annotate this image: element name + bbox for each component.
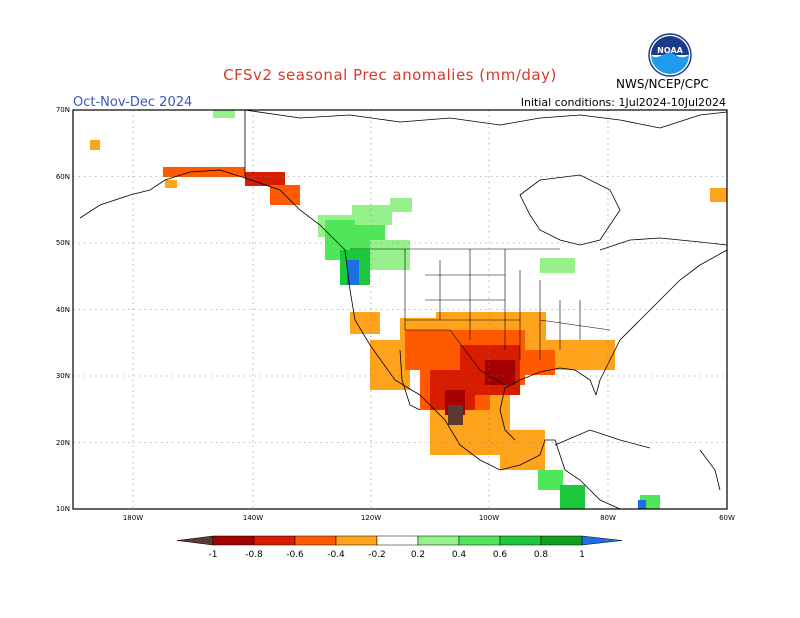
colorbar-tick-label: -1 — [209, 550, 218, 560]
colorbar-tick-label: 0.8 — [534, 550, 549, 560]
colorbar-tick-label: 0.2 — [411, 550, 425, 560]
coastlines — [79, 110, 727, 509]
lon-label-140w: 140W — [243, 514, 263, 522]
lon-label-80w: 80W — [600, 514, 616, 522]
season-label: Oct-Nov-Dec 2024 — [73, 95, 193, 110]
colorbar-tick-label: -0.4 — [327, 550, 345, 560]
map-title: CFSv2 seasonal Prec anomalies (mm/day) — [223, 66, 557, 84]
colorbar-tick-label: 0.6 — [493, 550, 508, 560]
lat-label-10n: 10N — [56, 505, 70, 513]
lon-label-60w: 60W — [719, 514, 735, 522]
colorbar-swatch — [499, 535, 542, 546]
colorbar-tick-label: -0.6 — [286, 550, 304, 560]
colorbar-swatch — [335, 535, 378, 546]
map-frame — [72, 109, 728, 510]
colorbar-swatch — [253, 535, 296, 546]
colorbar-swatch — [458, 535, 501, 546]
colorbar-legend: -1 -0.8 -0.6 -0.4 -0.2 0.2 0.4 0.6 0.8 1 — [176, 535, 623, 560]
anomaly-shading — [90, 110, 727, 509]
agency-label: NWS/NCEP/CPC — [616, 77, 709, 91]
colorbar-tick-label: 1 — [579, 550, 585, 560]
svg-text:NOAA: NOAA — [657, 46, 683, 55]
noaa-logo-icon: NOAA — [648, 33, 692, 77]
colorbar-swatch — [376, 535, 419, 546]
lat-label-30n: 30N — [56, 372, 70, 380]
graticule — [73, 110, 727, 509]
lon-label-100w: 100W — [479, 514, 499, 522]
colorbar-tick-label: -0.8 — [245, 550, 263, 560]
lon-label-180w: 180W — [123, 514, 143, 522]
colorbar-swatch — [540, 535, 583, 546]
lat-label-20n: 20N — [56, 439, 70, 447]
colorbar-swatch — [417, 535, 460, 546]
colorbar-arrow-left — [176, 535, 214, 546]
colorbar-arrow-right — [581, 535, 623, 546]
colorbar-swatch — [212, 535, 255, 546]
lat-label-70n: 70N — [56, 106, 70, 114]
initial-conditions-label: Initial conditions: 1Jul2024-10Jul2024 — [520, 96, 726, 109]
lon-label-120w: 120W — [361, 514, 381, 522]
lat-label-60n: 60N — [56, 173, 70, 181]
state-borders — [350, 248, 611, 386]
colorbar-tick-label: 0.4 — [452, 550, 467, 560]
colorbar-tick-label: -0.2 — [368, 550, 386, 560]
colorbar-swatch — [294, 535, 337, 546]
lat-label-40n: 40N — [56, 306, 70, 314]
lat-label-50n: 50N — [56, 239, 70, 247]
